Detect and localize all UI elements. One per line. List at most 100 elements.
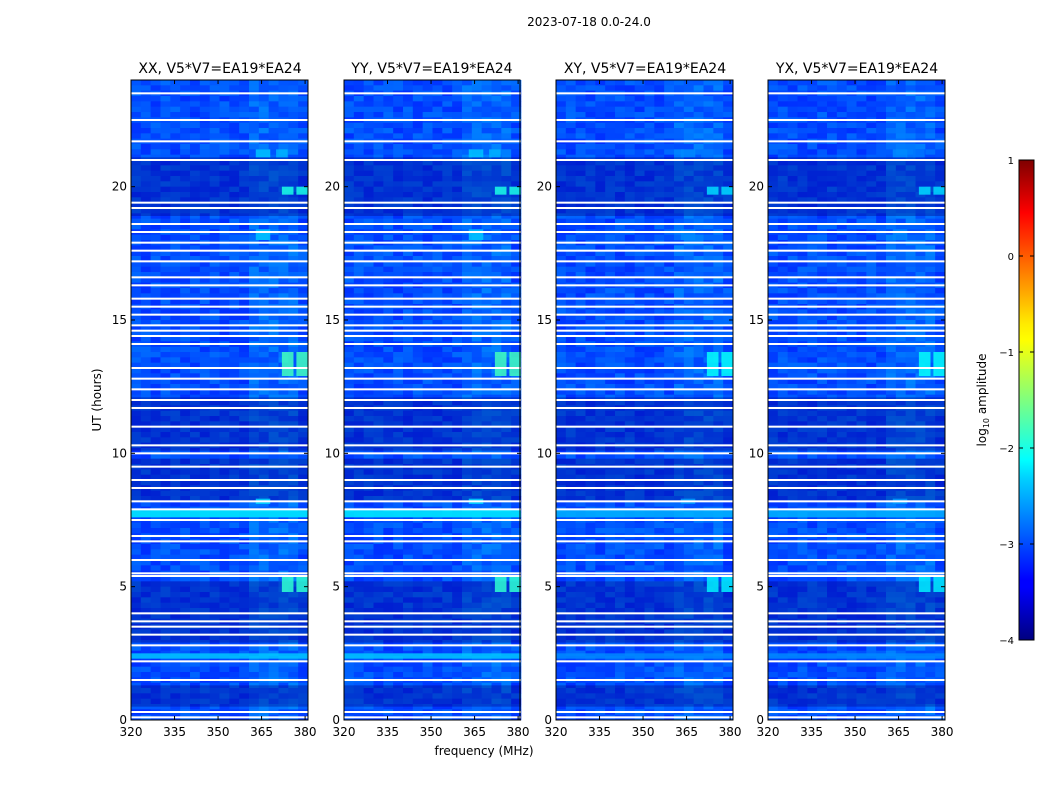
heatmap-cell	[491, 165, 502, 171]
heatmap-cell	[219, 581, 230, 587]
dark-band	[131, 157, 308, 216]
heatmap-cell	[239, 336, 250, 342]
heatmap-cell	[511, 213, 522, 219]
heatmap-cell	[442, 357, 453, 363]
heatmap-cell	[150, 549, 161, 555]
rfi-feature	[296, 352, 308, 376]
heatmap-cell	[624, 96, 635, 102]
heatmap-cell	[452, 362, 463, 369]
heatmap-cell	[170, 122, 181, 129]
flagged-row	[131, 620, 308, 623]
heatmap-cell	[150, 688, 161, 694]
heatmap-cell	[432, 469, 443, 475]
heatmap-cell	[491, 554, 502, 561]
heatmap-cell	[249, 144, 260, 150]
heatmap-cell	[452, 112, 463, 118]
heatmap-cell	[344, 277, 355, 283]
heatmap-cell	[462, 469, 473, 475]
heatmap-cell	[268, 336, 279, 342]
heatmap-cell	[298, 224, 309, 230]
heatmap-cell	[432, 192, 443, 198]
heatmap-cell	[501, 378, 512, 385]
heatmap-cell	[462, 170, 473, 177]
heatmap-cell	[403, 80, 414, 86]
heatmap-cell	[624, 101, 635, 107]
heatmap-cell	[403, 400, 414, 406]
heatmap-cell	[199, 256, 210, 262]
heatmap-cell	[353, 85, 364, 91]
heatmap-cell	[268, 362, 279, 369]
heatmap-cell	[131, 293, 142, 299]
heatmap-cell	[373, 256, 384, 262]
heatmap-cell	[150, 277, 161, 283]
heatmap-cell	[258, 101, 269, 107]
heatmap-cell	[412, 309, 423, 315]
heatmap-cell	[393, 85, 404, 91]
heatmap-cell	[393, 458, 404, 465]
heatmap-cell	[249, 416, 260, 422]
heatmap-cell	[268, 101, 279, 107]
heatmap-cell	[693, 112, 704, 118]
heatmap-cell	[422, 298, 433, 305]
heatmap-cell	[403, 661, 414, 667]
heatmap-cell	[170, 490, 181, 497]
heatmap-cell	[199, 613, 210, 619]
heatmap-cell	[219, 474, 230, 481]
heatmap-cell	[140, 629, 151, 635]
heatmap-cell	[481, 565, 492, 571]
heatmap-cell	[190, 112, 201, 118]
heatmap-cell	[170, 378, 181, 385]
heatmap-cell	[258, 320, 269, 326]
heatmap-cell	[150, 176, 161, 182]
heatmap-cell	[219, 160, 230, 166]
heatmap-cell	[452, 426, 463, 433]
heatmap-cell	[556, 144, 567, 150]
heatmap-cell	[180, 672, 191, 678]
heatmap-cell	[209, 672, 220, 678]
rfi-feature	[468, 149, 484, 158]
heatmap-cell	[298, 330, 309, 337]
heatmap-cell	[442, 181, 453, 187]
flagged-row	[344, 377, 521, 380]
heatmap-cell	[363, 272, 374, 278]
heatmap-cell	[344, 688, 355, 694]
heatmap-cell	[403, 250, 414, 257]
heatmap-cell	[383, 352, 394, 358]
heatmap-cell	[452, 122, 463, 129]
heatmap-cell	[373, 693, 384, 699]
heatmap-cell	[363, 394, 374, 401]
heatmap-cell	[501, 170, 512, 177]
heatmap-cell	[140, 288, 151, 294]
heatmap-cell	[363, 672, 374, 678]
heatmap-cell	[190, 170, 201, 177]
heatmap-cell	[373, 293, 384, 299]
heatmap-cell	[403, 560, 414, 566]
heatmap-cell	[288, 666, 299, 673]
heatmap-cell	[199, 656, 210, 662]
heatmap-cell	[199, 101, 210, 107]
heatmap-cell	[190, 144, 201, 150]
flagged-row	[344, 399, 521, 401]
heatmap-cell	[501, 496, 512, 502]
heatmap-cell	[432, 688, 443, 694]
heatmap-cell	[288, 112, 299, 118]
flagged-row	[131, 329, 308, 332]
heatmap-cell	[491, 202, 502, 209]
heatmap-cell	[363, 560, 374, 566]
heatmap-cell	[150, 357, 161, 363]
heatmap-cell	[229, 437, 240, 443]
heatmap-cell	[199, 672, 210, 678]
heatmap-cell	[170, 368, 181, 374]
heatmap-cell	[209, 378, 220, 385]
heatmap-cell	[258, 437, 269, 443]
heatmap-cell	[258, 378, 269, 385]
flagged-row	[344, 207, 521, 209]
heatmap-cell	[491, 309, 502, 315]
heatmap-cell	[442, 608, 453, 614]
heatmap-cell	[422, 288, 433, 294]
heatmap-cell	[219, 448, 230, 454]
heatmap-cell	[442, 373, 453, 379]
heatmap-cell	[268, 437, 279, 443]
heatmap-cell	[239, 640, 250, 646]
heatmap-cell	[180, 352, 191, 358]
